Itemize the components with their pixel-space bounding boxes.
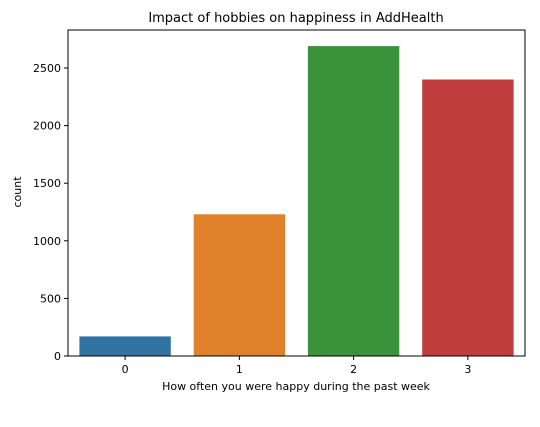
bar-0 [79, 336, 171, 356]
y-tick-label: 1000 [33, 235, 61, 248]
x-tick-label: 1 [236, 363, 243, 376]
y-tick-label: 1500 [33, 177, 61, 190]
y-tick-label: 0 [54, 350, 61, 363]
bars-layer [79, 46, 514, 356]
y-tick-label: 2500 [33, 62, 61, 75]
y-tick-label: 500 [40, 292, 61, 305]
x-tick-label: 3 [464, 363, 471, 376]
y-tick-label: 2000 [33, 120, 61, 133]
plot-frame [67, 29, 526, 357]
bar-2 [307, 46, 400, 356]
x-axis-label: How often you were happy during the past… [162, 380, 430, 393]
bar-1 [193, 214, 286, 356]
y-axis-label: count [11, 176, 24, 208]
x-tick-label: 0 [122, 363, 129, 376]
bar-3 [422, 79, 514, 356]
x-tick-label: 2 [350, 363, 357, 376]
ticks-layer: 0 1 2 3 0 500 1000 1500 2000 2500 [33, 62, 471, 376]
chart-title: Impact of hobbies on happiness in AddHea… [148, 11, 443, 26]
